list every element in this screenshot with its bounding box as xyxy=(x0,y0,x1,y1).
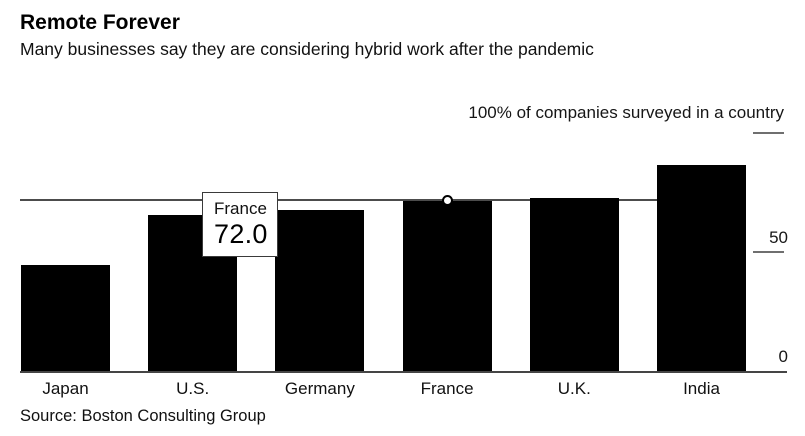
tooltip-category-label: France xyxy=(214,199,267,218)
tooltip: France 72.0 xyxy=(202,192,278,257)
y-tick-100-mark xyxy=(753,132,784,134)
x-label-france: France xyxy=(420,379,474,398)
x-label-us: U.S. xyxy=(176,379,210,398)
chart-title: Remote Forever xyxy=(20,11,180,34)
bar-france[interactable] xyxy=(402,200,492,372)
hover-marker-circle xyxy=(441,195,453,207)
y-tick-50-label: 50 xyxy=(769,228,788,247)
tooltip-value: 72.0 xyxy=(214,219,268,249)
bar-japan[interactable] xyxy=(21,264,110,372)
y-tick-0-label: 0 xyxy=(778,347,788,366)
x-label-germany: Germany xyxy=(284,379,355,398)
x-label-japan: Japan xyxy=(42,379,89,398)
source-credit: Source: Boston Consulting Group xyxy=(20,407,266,425)
crosshair-line xyxy=(20,199,746,201)
x-axis-line xyxy=(20,371,787,373)
bar-uk[interactable] xyxy=(529,198,619,372)
chart-subtitle: Many businesses say they are considering… xyxy=(20,39,594,59)
bar-germany[interactable] xyxy=(275,210,365,372)
y-tick-50-mark xyxy=(753,251,784,253)
y-axis-top-label: 100% of companies surveyed in a country xyxy=(468,103,784,122)
x-label-uk: U.K. xyxy=(557,379,591,398)
bar-india[interactable] xyxy=(657,164,746,372)
x-label-india: India xyxy=(683,379,720,398)
